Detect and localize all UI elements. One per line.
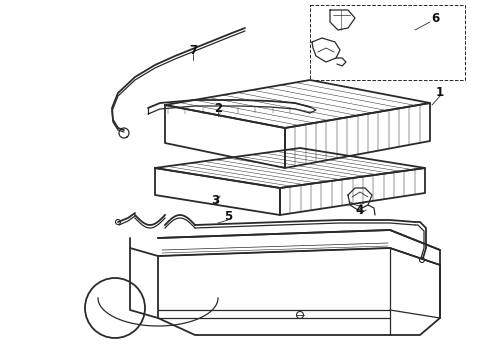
Text: 4: 4 (356, 203, 364, 216)
Text: 6: 6 (431, 12, 439, 24)
Text: 5: 5 (224, 210, 232, 222)
Text: 1: 1 (436, 86, 444, 99)
Text: 7: 7 (189, 44, 197, 57)
Bar (310, 5, 465, 80)
Text: 3: 3 (211, 194, 219, 207)
Text: 2: 2 (214, 102, 222, 114)
